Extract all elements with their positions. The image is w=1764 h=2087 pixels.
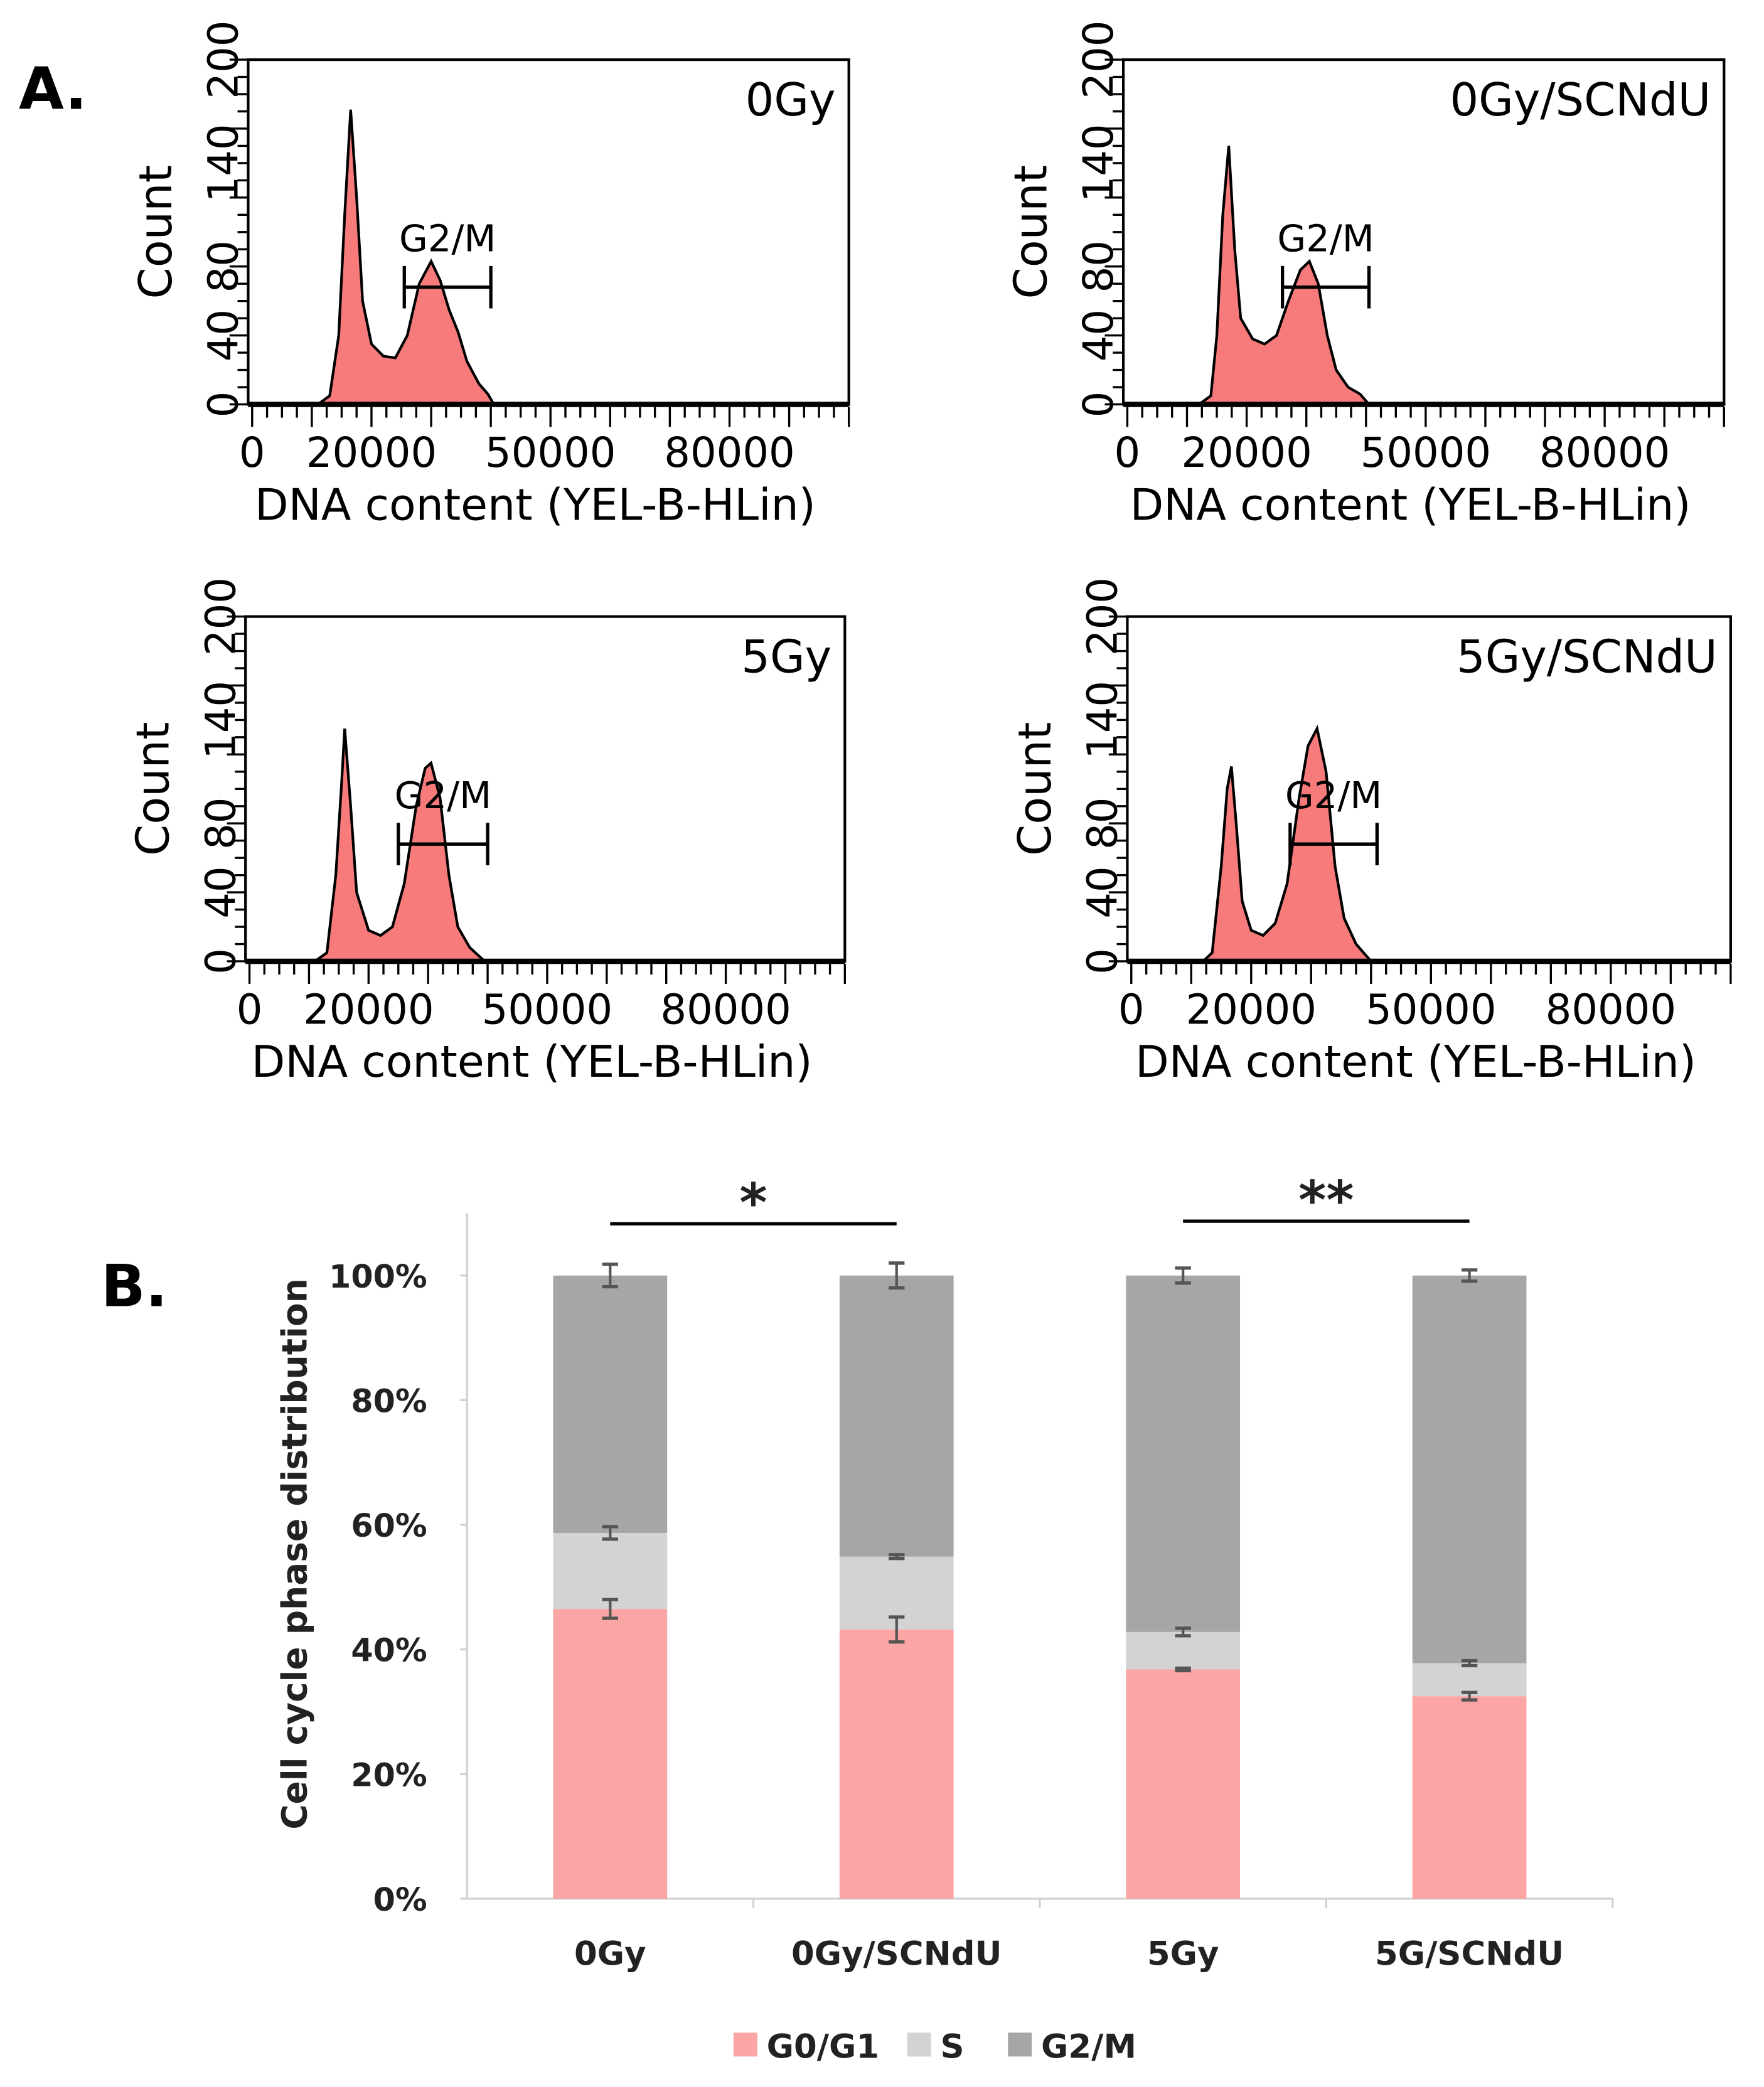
x-axis-title: DNA content (YEL-B-HLin) — [1135, 1037, 1696, 1087]
y-tick-label: 140 — [1079, 681, 1127, 759]
legend-label: S — [940, 2028, 964, 2066]
legend-label: G2/M — [1041, 2028, 1136, 2066]
y-tick-label: 200 — [1075, 21, 1123, 99]
y-tick-label: 40% — [351, 1632, 427, 1669]
x-tick-label: 20000 — [1186, 986, 1317, 1033]
y-tick-label: 60% — [351, 1507, 427, 1544]
bar-segment-s — [553, 1532, 668, 1609]
y-tick-label: 100% — [329, 1258, 427, 1295]
y-tick-label: 0 — [1075, 392, 1123, 418]
x-tick-label: 80000 — [660, 986, 791, 1033]
x-tick-label: 50000 — [482, 986, 612, 1033]
y-axis-title: Count — [127, 722, 179, 856]
sample-label: 5Gy — [741, 630, 831, 683]
x-tick-label: 80000 — [664, 429, 794, 477]
bar-segment-s — [1412, 1663, 1527, 1697]
y-tick-label: 140 — [197, 681, 245, 759]
bar-segment-g2-m — [1412, 1275, 1527, 1663]
y-axis-title: Count — [129, 165, 182, 299]
x-axis-title: DNA content (YEL-B-HLin) — [1130, 479, 1691, 530]
y-tick-label: 140 — [200, 124, 248, 202]
y-tick-label: 200 — [200, 21, 248, 99]
y-tick-label: 200 — [197, 577, 245, 656]
legend-swatch — [733, 2032, 757, 2057]
y-axis-title: Count — [1008, 722, 1061, 856]
x-category-label: 5G/SCNdU — [1375, 1935, 1564, 1973]
bar-segment-g0-g1 — [1412, 1696, 1527, 1899]
histogram-4: 0 20000 50000 80000 0 40 80 140 200 Count DNA cont… — [1008, 577, 1732, 1087]
y-tick-label: 80 — [197, 798, 245, 850]
x-tick-label: 50000 — [1360, 429, 1491, 477]
sample-label: 5Gy/SCNdU — [1457, 630, 1718, 683]
x-tick-label: 0 — [1115, 429, 1141, 477]
x-tick-label: 50000 — [485, 429, 616, 477]
legend-swatch — [907, 2032, 931, 2057]
histogram-area — [1194, 146, 1372, 406]
y-tick-label: 80 — [1079, 798, 1127, 850]
gate-label: G2/M — [1277, 217, 1374, 260]
y-tick-label: 140 — [1075, 124, 1123, 202]
x-axis-title: DNA content (YEL-B-HLin) — [255, 479, 816, 530]
y-tick-label: 0% — [373, 1881, 427, 1918]
gate-label: G2/M — [395, 774, 491, 817]
y-tick-label: 80 — [200, 240, 248, 292]
y-tick-label: 0 — [200, 392, 248, 418]
x-tick-label: 80000 — [1546, 986, 1676, 1033]
significance-marker: * — [739, 1172, 767, 1234]
panel-label-b: B. — [101, 1252, 168, 1320]
bar-segment-g0-g1 — [839, 1629, 954, 1899]
gate-label: G2/M — [399, 217, 496, 260]
x-category-label: 0Gy — [574, 1935, 646, 1973]
histogram-area — [1200, 724, 1374, 963]
histogram-area — [314, 728, 488, 963]
x-tick-label: 0 — [1118, 986, 1145, 1033]
bar-segment-g2-m — [553, 1275, 668, 1533]
y-tick-label: 20% — [351, 1756, 427, 1793]
y-axis-title: Cell cycle phase distribution — [274, 1278, 314, 1830]
histogram-3: 0 20000 50000 80000 0 40 80 140 200 Count DNA cont… — [127, 577, 847, 1087]
x-tick-label: 20000 — [303, 986, 434, 1033]
histogram-2: 0 20000 50000 80000 0 40 80 140 200 Count DNA cont… — [1005, 21, 1726, 530]
x-tick-label: 0 — [237, 986, 263, 1033]
gate-label: G2/M — [1285, 774, 1382, 817]
x-tick-label: 0 — [239, 429, 265, 477]
x-category-label: 0Gy/SCNdU — [791, 1935, 1002, 1973]
legend-label: G0/G1 — [767, 2028, 879, 2066]
y-tick-label: 0 — [197, 948, 245, 974]
bar-segment-g2-m — [1126, 1275, 1241, 1632]
y-tick-label: 40 — [1079, 866, 1127, 918]
stacked-bar-chart: 0% 20% 40% 60% 80% 100% Cell cycle phase distr… — [274, 1170, 1614, 2066]
bar-segment-g0-g1 — [1126, 1669, 1241, 1899]
y-tick-label: 0 — [1079, 948, 1127, 974]
significance-marker: ** — [1298, 1170, 1354, 1231]
y-tick-label: 40 — [1075, 309, 1123, 361]
legend-swatch — [1008, 2032, 1032, 2057]
x-tick-label: 50000 — [1366, 986, 1496, 1033]
histogram-1: 0 20000 50000 80000 0 40 80 140 200 Count DNA cont… — [129, 21, 850, 530]
histogram-area — [313, 109, 496, 406]
sample-label: 0Gy — [746, 73, 836, 126]
y-axis-title: Count — [1005, 165, 1057, 299]
bar-segment-g2-m — [839, 1275, 954, 1557]
y-tick-label: 80% — [351, 1382, 427, 1419]
x-axis-title: DNA content (YEL-B-HLin) — [252, 1037, 813, 1087]
bar-segment-g0-g1 — [553, 1609, 668, 1899]
panel-label-a: A. — [19, 55, 87, 122]
x-tick-label: 20000 — [1181, 429, 1312, 477]
x-tick-label: 20000 — [306, 429, 437, 477]
y-tick-label: 40 — [197, 866, 245, 918]
y-tick-label: 80 — [1075, 240, 1123, 292]
x-tick-label: 80000 — [1539, 429, 1670, 477]
y-tick-label: 200 — [1079, 577, 1127, 656]
sample-label: 0Gy/SCNdU — [1450, 73, 1711, 126]
bar-segment-s — [1126, 1631, 1241, 1670]
y-tick-label: 40 — [200, 309, 248, 361]
x-category-label: 5Gy — [1147, 1935, 1219, 1973]
